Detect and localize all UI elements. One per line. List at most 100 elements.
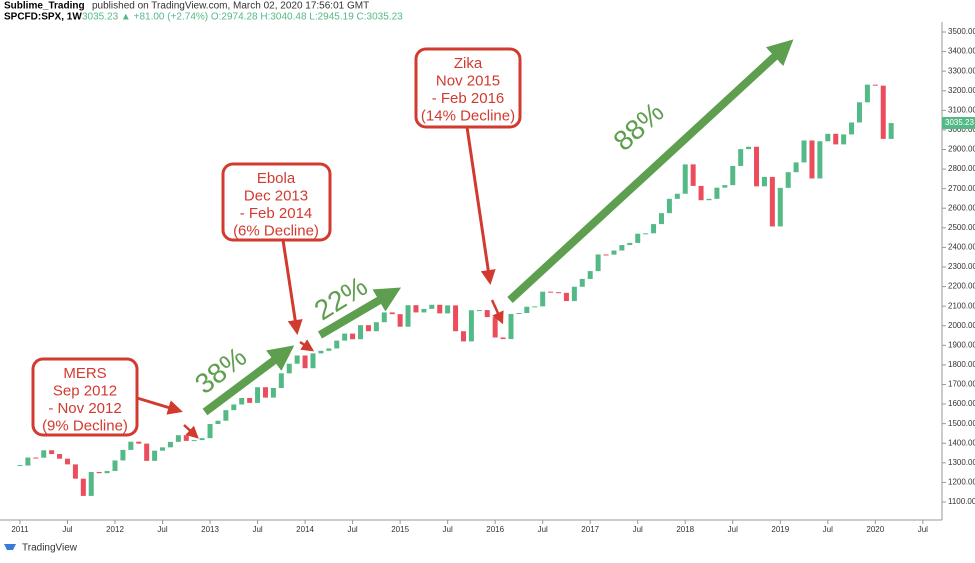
candle (730, 165, 736, 186)
candle (57, 454, 63, 459)
annotation-box (31, 357, 139, 437)
candle (223, 410, 229, 421)
candle (793, 162, 799, 173)
candle (136, 441, 142, 444)
gain-arrow (507, 39, 794, 303)
x-tick-label: 2019 (771, 525, 789, 534)
candle (722, 185, 728, 188)
candle (365, 325, 371, 332)
candle (270, 388, 276, 398)
x-tick-label: Jul (443, 525, 453, 534)
candle (706, 198, 712, 201)
candle (191, 440, 197, 442)
candle (627, 242, 633, 246)
candle (548, 291, 554, 293)
x-tick-label: 2014 (296, 525, 314, 534)
candle (183, 435, 189, 441)
pointer-arrow (465, 126, 496, 285)
x-tick-label: Jul (62, 525, 72, 534)
candle (302, 355, 308, 369)
candle (856, 102, 862, 123)
x-tick-label: Jul (823, 525, 833, 534)
y-tick-label: 2600.00 (948, 203, 975, 212)
candle (278, 373, 284, 389)
y-tick-label: 1900.00 (948, 340, 975, 349)
x-tick-label: 2011 (11, 525, 29, 534)
candle (508, 313, 514, 340)
candle (239, 397, 245, 405)
plot-area (17, 84, 894, 496)
candle (41, 450, 47, 458)
x-tick-label: 2015 (391, 525, 409, 534)
candle (849, 122, 855, 135)
x-tick-label: Jul (728, 525, 738, 534)
y-tick-label: 1100.00 (948, 497, 975, 506)
x-tick-label: 2020 (866, 525, 884, 534)
candle (785, 172, 791, 188)
y-tick-label: 3100.00 (948, 105, 975, 114)
y-tick-label: 1500.00 (948, 419, 975, 428)
candle (231, 404, 237, 411)
x-tick-label: 2018 (676, 525, 694, 534)
y-tick-label: 3000.00 (948, 125, 975, 134)
candle (405, 305, 411, 327)
candle (389, 312, 395, 315)
annotation-box (414, 47, 522, 129)
y-tick-label: 1700.00 (948, 380, 975, 389)
y-tick-label: 2700.00 (948, 184, 975, 193)
y-tick-label: 2100.00 (948, 301, 975, 310)
candle (373, 322, 379, 332)
candle (825, 133, 831, 142)
x-tick-label: Jul (633, 525, 643, 534)
candle (635, 233, 641, 243)
annotation-box (221, 162, 332, 242)
x-tick-label: 2013 (201, 525, 219, 534)
candle (540, 291, 546, 307)
candle (563, 292, 569, 302)
candle (809, 140, 815, 179)
candle (215, 420, 221, 425)
y-tick-label: 3200.00 (948, 86, 975, 95)
annotation-text: Zika (454, 55, 483, 72)
candle (769, 176, 775, 227)
y-tick-label: 3300.00 (948, 66, 975, 75)
candle (445, 305, 451, 314)
candle (326, 348, 332, 351)
candle (476, 310, 482, 312)
x-tick-label: Jul (538, 525, 548, 534)
candle (286, 363, 292, 374)
candle (651, 224, 657, 234)
brand: TradingView (22, 543, 78, 554)
candle (294, 355, 300, 364)
decline-arrow (490, 299, 504, 325)
annotation-text: Sep 2012 (53, 382, 117, 399)
y-tick-label: 2900.00 (948, 145, 975, 154)
candle (714, 187, 720, 199)
candle (468, 310, 474, 342)
candle (674, 193, 680, 199)
candle (112, 460, 118, 472)
y-tick-label: 1400.00 (948, 438, 975, 447)
x-tick-label: Jul (252, 525, 262, 534)
x-tick-label: 2017 (581, 525, 599, 534)
annotation-text: Nov 2015 (436, 72, 500, 89)
candle (120, 449, 126, 461)
candle (96, 472, 102, 474)
candle (358, 325, 364, 340)
candle (817, 141, 823, 179)
candle (872, 84, 878, 86)
x-tick-label: Jul (918, 525, 928, 534)
brand-logo (4, 544, 16, 550)
symbol: SPCFD:SPX, 1W (4, 12, 82, 23)
candle (516, 313, 522, 315)
y-tick-label: 2400.00 (948, 243, 975, 252)
candle (72, 464, 78, 479)
candle (841, 134, 847, 145)
candle (207, 424, 213, 439)
candle (64, 458, 70, 465)
candle (738, 149, 744, 166)
candle (152, 450, 158, 461)
gain-arrow (317, 287, 402, 339)
candle (864, 84, 870, 103)
candle (888, 123, 894, 139)
